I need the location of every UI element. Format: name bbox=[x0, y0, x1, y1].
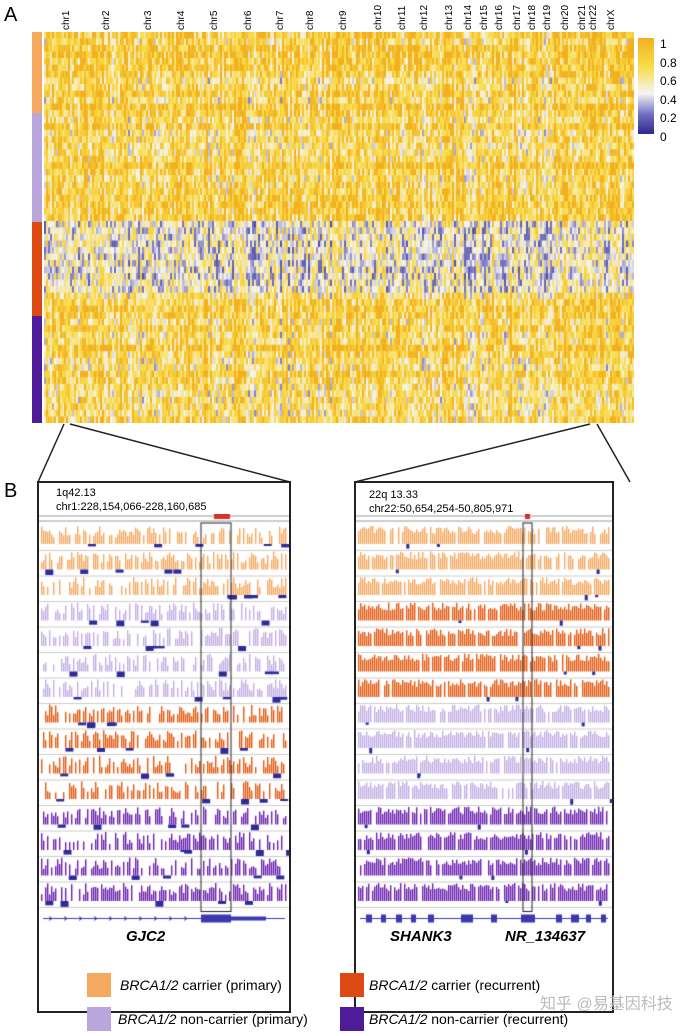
colorbar bbox=[638, 38, 654, 134]
colorbar-tick: 0.6 bbox=[660, 74, 677, 89]
legend-swatch bbox=[87, 973, 111, 997]
signal-tracks-left bbox=[39, 514, 289, 934]
legend-item: BRCA1/2 carrier (primary) bbox=[120, 977, 282, 993]
colorbar-tick: 0.4 bbox=[660, 92, 677, 107]
colorbar-tick: 1 bbox=[660, 37, 667, 51]
coords-right: chr22:50,654,254-50,805,971 bbox=[369, 503, 514, 515]
panel-label-b: B bbox=[4, 480, 18, 502]
colorbar-tick: 0 bbox=[660, 130, 667, 144]
colorbar-tick: 0.2 bbox=[660, 111, 677, 126]
zoom-line bbox=[37, 423, 65, 483]
track-panel-right bbox=[354, 481, 614, 1013]
cytoband-left: 1q42.13 bbox=[56, 487, 96, 499]
group-bar-carrier-recurrent bbox=[32, 222, 42, 316]
gene-label-nr-134637: NR_134637 bbox=[505, 928, 586, 945]
group-bar-noncarrier-recurrent bbox=[32, 316, 42, 423]
zoom-lines bbox=[37, 423, 631, 483]
zoom-line bbox=[354, 423, 591, 483]
gene-label-gjc2: GJC2 bbox=[126, 928, 166, 945]
zoom-line bbox=[69, 423, 291, 483]
group-bar-noncarrier-primary bbox=[32, 113, 42, 222]
legend-swatch bbox=[340, 973, 364, 997]
watermark: 知乎 @易基因科技 bbox=[540, 996, 673, 1013]
gene-label-shank3: SHANK3 bbox=[390, 928, 452, 945]
cytoband-right: 22q 13.33 bbox=[369, 489, 418, 501]
group-bar-carrier-primary bbox=[32, 32, 42, 113]
panel-label-a: A bbox=[4, 4, 18, 26]
legend-swatch bbox=[87, 1007, 111, 1031]
legend-swatch bbox=[340, 1007, 364, 1031]
signal-tracks-right bbox=[356, 514, 612, 934]
legend-item: BRCA1/2 non-carrier (primary) bbox=[118, 1011, 308, 1027]
legend-item: BRCA1/2 non-carrier (recurrent) bbox=[369, 1011, 569, 1027]
methylation-heatmap bbox=[44, 32, 634, 423]
track-panel-left bbox=[37, 481, 291, 1013]
zoom-line bbox=[596, 423, 631, 483]
legend-item: BRCA1/2 carrier (recurrent) bbox=[369, 977, 541, 993]
coords-left: chr1:228,154,066-228,160,685 bbox=[56, 501, 207, 513]
colorbar-tick: 0.8 bbox=[660, 55, 677, 70]
